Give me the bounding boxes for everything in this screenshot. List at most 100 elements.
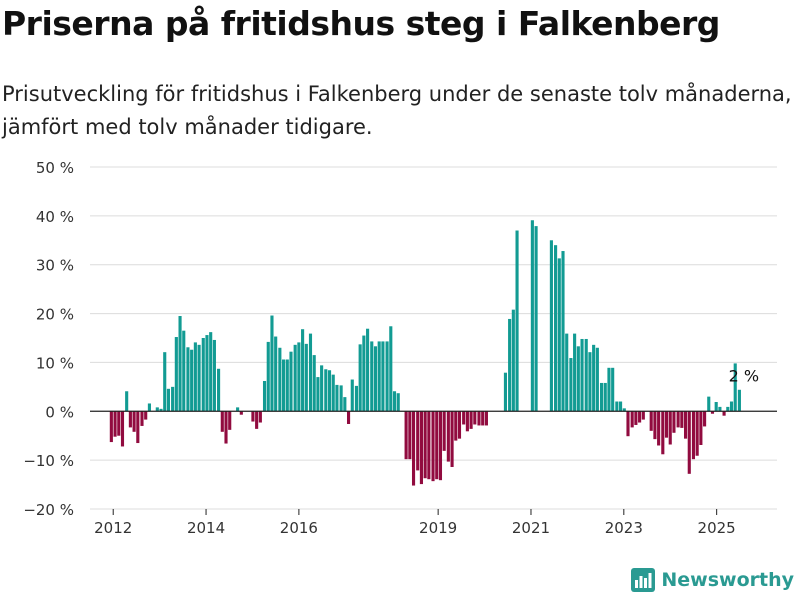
bar: [278, 347, 282, 412]
bar: [404, 411, 408, 460]
bar: [385, 341, 389, 412]
y-tick-label: 30 %: [36, 257, 74, 275]
bar: [508, 318, 512, 412]
bar: [354, 385, 359, 412]
bar: [266, 341, 270, 412]
axes: [90, 410, 777, 515]
bar: [285, 359, 289, 412]
bar: [182, 330, 186, 412]
bar: [710, 411, 715, 414]
bar: [144, 411, 148, 420]
bar: [190, 349, 194, 412]
bar: [136, 411, 140, 444]
bar: [209, 332, 213, 412]
bar: [477, 411, 481, 426]
bar: [592, 344, 596, 412]
bar: [534, 226, 538, 412]
bar: [197, 344, 201, 412]
bar: [320, 365, 324, 412]
bar: [446, 411, 450, 462]
bar: [193, 342, 197, 412]
bar: [557, 258, 561, 412]
bar: [457, 411, 462, 439]
bar: [174, 337, 178, 412]
bar: [595, 347, 599, 412]
bar: [201, 338, 205, 412]
bar: [626, 411, 630, 437]
bar: [236, 407, 240, 412]
bar: [573, 333, 577, 412]
bar: [661, 411, 665, 455]
bar: [680, 411, 684, 428]
bar: [381, 341, 385, 412]
bar: [733, 363, 737, 412]
bar: [147, 403, 151, 412]
bar: [603, 382, 607, 412]
bar: [297, 342, 301, 412]
bar: [308, 333, 313, 412]
bar: [224, 411, 228, 444]
bar: [396, 393, 400, 412]
bar: [343, 397, 347, 412]
y-tick-label: 10 %: [36, 354, 74, 372]
bar: [324, 369, 328, 412]
bar: [653, 411, 657, 440]
bar: [109, 411, 113, 443]
bar: [714, 402, 718, 412]
bar: [691, 411, 696, 460]
bar: [289, 351, 293, 412]
bar: [695, 411, 699, 456]
bar: [293, 344, 297, 412]
bars: [109, 220, 741, 486]
bar: [312, 355, 316, 412]
bar: [549, 240, 553, 412]
bar: [588, 352, 592, 412]
bar: [282, 359, 286, 412]
bar: [205, 335, 209, 412]
x-tick-label: 2025: [698, 519, 736, 537]
bar: [718, 406, 722, 412]
bar: [462, 411, 466, 425]
x-tick-label: 2023: [605, 519, 643, 537]
y-tick-label: −10 %: [23, 452, 74, 470]
bar: [239, 411, 243, 415]
bar: [251, 411, 255, 422]
bar: [212, 339, 216, 412]
bar: [634, 411, 638, 425]
bar: [370, 341, 374, 412]
y-tick-label: 20 %: [36, 306, 74, 324]
bar: [737, 389, 741, 412]
bar: [611, 367, 615, 412]
bar: [530, 220, 534, 412]
last-value-annotation: 2 %: [729, 367, 759, 386]
bar: [638, 411, 642, 423]
bar: [262, 380, 267, 412]
bar: [435, 411, 439, 480]
bar: [408, 411, 412, 460]
bar: [350, 379, 354, 412]
bar: [132, 411, 136, 432]
bar: [565, 333, 569, 412]
y-tick-label: 50 %: [36, 159, 74, 177]
bar: [561, 251, 565, 412]
bar: [569, 358, 573, 412]
newsworthy-bar-chart-icon: [631, 568, 656, 592]
bar: [178, 316, 182, 412]
y-tick-label: 40 %: [36, 208, 74, 226]
bar: [159, 408, 163, 412]
bar: [431, 411, 435, 482]
bar: [419, 411, 423, 485]
bar: [576, 346, 580, 412]
bar: [683, 411, 688, 439]
bar: [358, 344, 362, 412]
bar: [113, 411, 117, 437]
bar: [274, 336, 278, 412]
bar: [465, 411, 469, 432]
bar: [301, 329, 305, 412]
bar: [258, 411, 262, 423]
bar: [454, 411, 458, 441]
x-tick-label: 2014: [187, 519, 225, 537]
bar: [473, 411, 477, 425]
bar: [166, 388, 171, 412]
